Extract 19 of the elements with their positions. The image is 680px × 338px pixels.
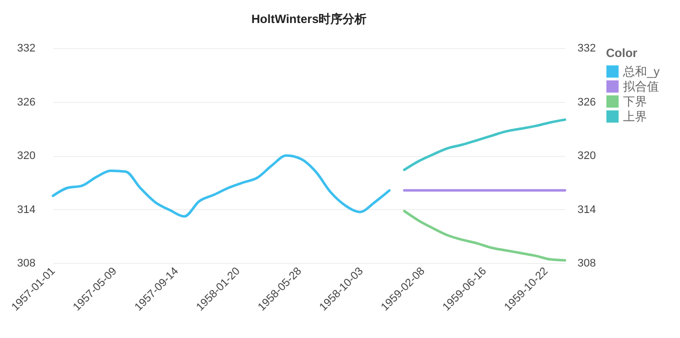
line-series <box>403 118 566 172</box>
y-tick-label: 308 <box>17 258 36 270</box>
legend-label: 总和_y <box>622 64 660 78</box>
y-tick-label: 314 <box>17 204 36 216</box>
line-series <box>52 154 391 218</box>
y2-tick-label: 320 <box>578 150 596 162</box>
y2-tick-label: 308 <box>578 258 596 270</box>
line-series <box>403 210 566 262</box>
y-tick-label: 320 <box>17 150 36 162</box>
y2-tick-label: 314 <box>578 204 596 216</box>
legend-label: 拟合值 <box>623 80 659 94</box>
y2-tick-label: 332 <box>578 42 596 54</box>
legend-label: 上界 <box>623 110 647 124</box>
y-tick-label: 332 <box>17 42 36 54</box>
y2-tick-label: 326 <box>578 96 596 108</box>
legend-label: 下界 <box>623 94 647 108</box>
y-tick-label: 326 <box>17 96 36 108</box>
chart-title: HoltWinters时序分析 <box>251 12 367 26</box>
legend-title: Color <box>606 46 638 60</box>
